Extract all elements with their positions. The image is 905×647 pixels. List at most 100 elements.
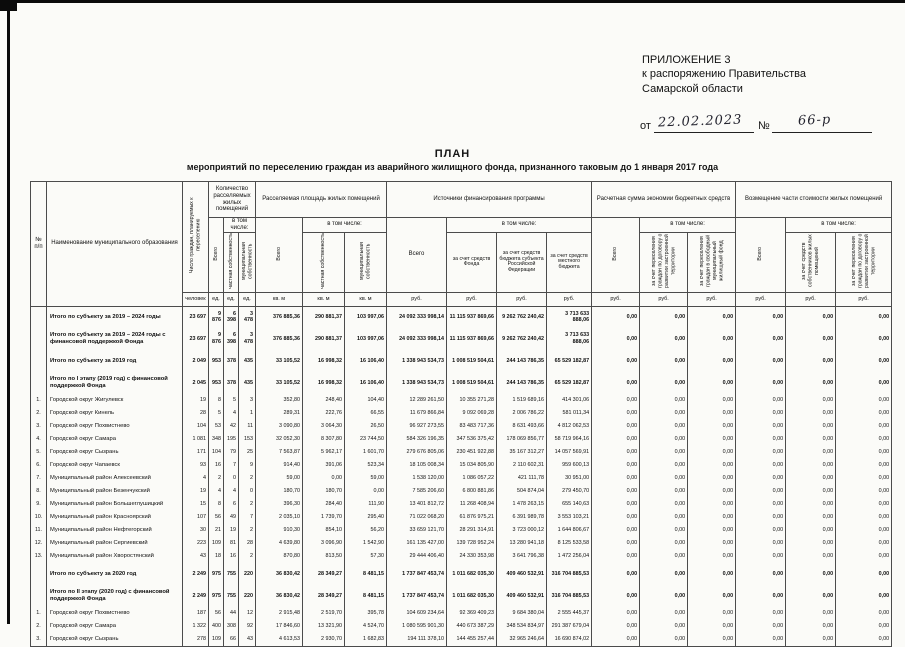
value-cell: 0,00	[591, 585, 641, 608]
value-cell: 8 631 493,66	[496, 420, 548, 434]
value-cell: 870,80	[255, 550, 303, 564]
value-cell: 2	[238, 550, 256, 564]
unit-cell: руб.	[386, 291, 448, 307]
value-cell: 279 450,70	[546, 485, 593, 499]
value-cell: 348	[208, 433, 224, 447]
value-cell: 244 143 786,35	[496, 372, 548, 395]
table-row: 11. Муниципальный район Нефтегорский 30 21 1…	[30, 524, 893, 538]
value-cell: 8 481,15	[343, 585, 388, 608]
table-row: 2. Городской округ Кинель 28 5 4 1 289,31 222,7…	[30, 407, 893, 421]
value-cell: 0,00	[835, 524, 893, 538]
value-cell: 24 092 333 998,14	[386, 328, 448, 351]
value-cell: 19	[182, 485, 209, 499]
value-cell: 0,00	[735, 563, 787, 586]
header-savings-total: Всего	[591, 217, 641, 293]
value-cell: 378	[223, 350, 239, 373]
value-cell: 284,40	[302, 498, 345, 512]
value-cell: 0,00	[735, 350, 787, 373]
value-cell: 28	[238, 537, 256, 551]
value-cell: 92	[238, 620, 256, 634]
value-cell: 2	[238, 472, 256, 486]
row-number	[30, 306, 47, 329]
value-cell: 0,00	[639, 498, 689, 512]
value-cell: 0,00	[835, 433, 893, 447]
row-number: 6.	[30, 459, 47, 473]
value-cell: 2 249	[182, 563, 209, 586]
value-cell: 655 140,63	[546, 498, 593, 512]
value-cell: 1 008 519 504,61	[446, 372, 498, 395]
municipality-name: Городской округ Чапаевск	[46, 459, 183, 473]
value-cell: 2	[208, 472, 224, 486]
value-cell: 0,00	[785, 563, 837, 586]
value-cell: 414 301,06	[546, 394, 593, 408]
value-cell: 0,00	[687, 511, 737, 525]
appendix-line-2: к распоряжению Правительства	[642, 68, 806, 81]
value-cell: 1 322	[182, 620, 209, 634]
value-cell: 21	[208, 524, 224, 538]
value-cell: 0,00	[687, 550, 737, 564]
value-cell: 0,00	[687, 459, 737, 473]
value-cell: 220	[238, 563, 256, 586]
value-cell: 959 600,13	[546, 459, 593, 473]
scan-edge-top	[0, 0, 905, 3]
header-reimbursement-total: Всего	[735, 217, 787, 293]
value-cell: 409 460 532,91	[496, 585, 548, 608]
value-cell: 104,40	[343, 394, 388, 408]
municipality-name: Итого по II этапу (2020 год) с финансово…	[46, 585, 183, 608]
value-cell: 53	[208, 420, 224, 434]
value-cell: 12	[238, 607, 256, 621]
value-cell: 0,00	[735, 372, 787, 395]
table-row: 1. Городской округ Похвистнево 187 56 44 12 2 …	[30, 607, 893, 621]
value-cell: 0,00	[687, 372, 737, 395]
value-cell: 23 744,50	[343, 433, 388, 447]
value-cell: 28 349,27	[302, 563, 345, 586]
value-cell: 0,00	[785, 372, 837, 395]
value-cell: 33 105,52	[255, 350, 303, 373]
value-cell: 0,00	[639, 524, 689, 538]
value-cell: 111,90	[343, 498, 388, 512]
value-cell: 11 268 408,94	[446, 498, 498, 512]
municipality-name: Итого по субъекту за 2019 год	[46, 350, 183, 373]
value-cell: 0,00	[735, 306, 787, 329]
value-cell: 0,00	[591, 524, 641, 538]
value-cell: 16 998,32	[302, 372, 345, 395]
value-cell: 4	[182, 472, 209, 486]
value-cell: 13 280 941,18	[496, 537, 548, 551]
value-cell: 347 536 375,42	[446, 433, 498, 447]
value-cell: 30 951,00	[546, 472, 593, 486]
value-cell: 3 723 000,12	[496, 524, 548, 538]
value-cell: 584 326 196,35	[386, 433, 448, 447]
value-cell: 0,00	[591, 407, 641, 421]
unit-cell: человек	[182, 291, 209, 307]
value-cell: 93	[182, 459, 209, 473]
value-cell: 421 111,78	[496, 472, 548, 486]
unit-cell: руб.	[496, 291, 548, 307]
value-cell: 0,00	[785, 620, 837, 634]
value-cell: 1 011 682 035,30	[446, 563, 498, 586]
value-cell: 0,00	[735, 328, 787, 351]
table-row: 13. Муниципальный район Хворостянский 43 18…	[30, 550, 893, 564]
value-cell: 0,00	[591, 607, 641, 621]
value-cell: 0,00	[835, 498, 893, 512]
municipality-name: Муниципальный район Сергиевский	[46, 537, 183, 551]
table-row: 7. Муниципальный район Алексеевский 4 2 0 2 59…	[30, 472, 893, 486]
header-funding-local: за счет средств местного бюджета	[546, 231, 593, 293]
header-group-area: Расселяемая площадь жилых помещений	[254, 181, 388, 218]
value-cell: 42	[223, 420, 239, 434]
value-cell: 0,00	[687, 420, 737, 434]
value-cell: 103 997,06	[343, 306, 388, 329]
value-cell: 24 092 333 998,14	[386, 306, 448, 329]
value-cell: 1 538 120,00	[386, 472, 448, 486]
units-row: человек ед. ед. ед. кв. м кв. м кв. м руб. руб. р…	[31, 291, 893, 307]
value-cell: 0,00	[735, 537, 787, 551]
value-cell: 400	[208, 620, 224, 634]
value-cell: 66,55	[343, 407, 388, 421]
value-cell: 435	[238, 372, 256, 395]
table-row: Итого по II этапу (2020 год) с финансово…	[30, 585, 893, 608]
value-cell: 49	[223, 511, 239, 525]
appendix-line-1: ПРИЛОЖЕНИЕ 3	[642, 54, 731, 66]
value-cell: 109	[208, 537, 224, 551]
unit-cell: кв. м	[343, 291, 388, 307]
header-col-citizens: Число граждан, планируемых к переселению	[182, 181, 209, 293]
value-cell: 316 704 885,53	[546, 585, 593, 608]
